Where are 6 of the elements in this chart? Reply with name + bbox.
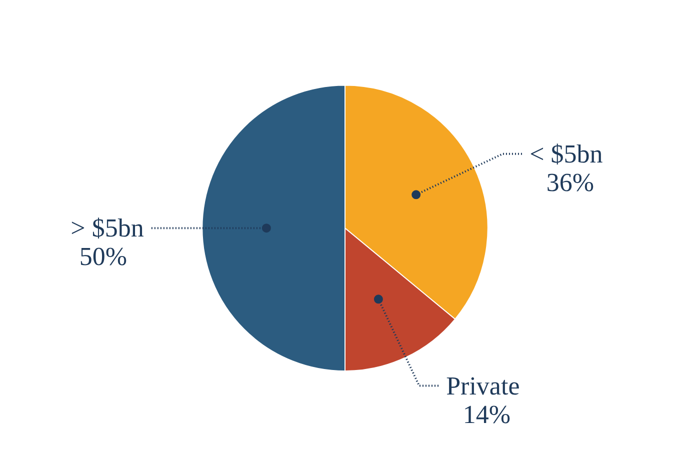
data-label: 50%	[79, 242, 128, 272]
data-label: 36%	[546, 168, 594, 197]
slice-label: > $5bn	[70, 214, 144, 243]
slice-label: < $5bn	[530, 139, 603, 168]
slice-label: Private	[446, 371, 520, 400]
data-label: 14%	[462, 400, 511, 429]
